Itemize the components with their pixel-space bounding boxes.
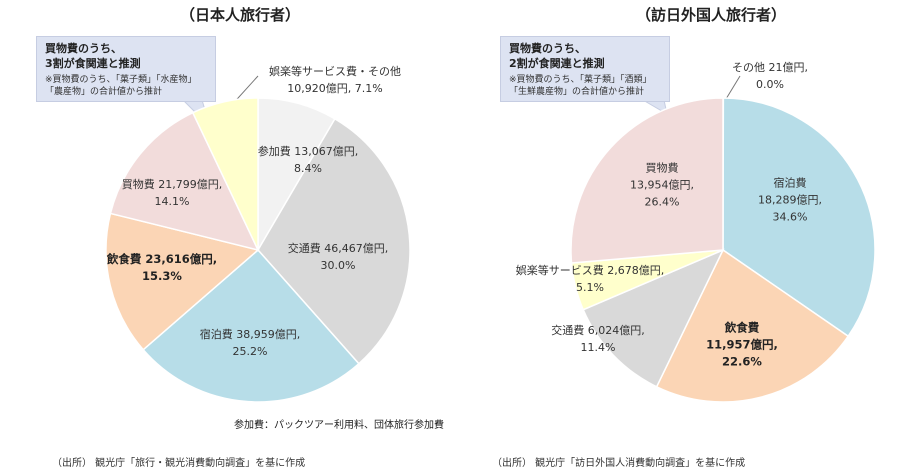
callout-head-line2: 2割が食関連と推測 <box>509 57 605 70</box>
slice-label-entertainment: 娯楽等サービス費 2,678億円, 5.1% <box>515 264 665 294</box>
slice-label-other: その他 21億円, 0.0% <box>732 61 808 91</box>
callout-note-line2: 「生鮮農産物」の合計値から推計 <box>509 87 645 97</box>
chart-title-japanese: （日本人旅行者） <box>180 6 301 24</box>
slice-label-shopping: 買物費 21,799億円, 14.1% <box>121 178 223 208</box>
pie-slice-交通費 <box>582 248 725 388</box>
callout-note-line1: ※買物費のうち、「菓子類」「水産物」 <box>45 75 197 85</box>
pie-slice-飲食費 <box>655 248 850 403</box>
pie-slice-娯楽等サービス費・その他 <box>191 97 259 251</box>
slice-label-shopping: 買物費 13,954億円, 26.4% <box>630 161 694 209</box>
pie-slice-交通費 <box>257 117 411 365</box>
slice-label-food: 飲食費 23,616億円, 15.3% <box>106 252 218 283</box>
callout-head-line2: 3割が食関連と推測 <box>45 57 141 70</box>
callout-foreign: 買物費のうち、 2割が食関連と推測 ※買物費のうち、「菓子類」「酒類」 「生鮮農… <box>500 36 670 102</box>
pie-chart-japanese <box>105 97 411 403</box>
pie-slice-買物費 <box>570 97 724 264</box>
slice-label-transport: 交通費 46,467億円, 30.0% <box>287 242 389 272</box>
callout-japanese: 買物費のうち、 3割が食関連と推測 ※買物費のうち、「菓子類」「水産物」 「農産… <box>36 36 216 102</box>
pie-slice-宿泊費 <box>142 248 360 403</box>
chart-title-foreign: （訪日外国人旅行者） <box>636 6 787 24</box>
pie-slice-買物費 <box>109 111 260 252</box>
slice-label-entertainment: 娯楽等サービス費・その他 10,920億円, 7.1% <box>269 65 401 95</box>
pie-chart-foreign <box>570 97 876 403</box>
slice-label-lodging: 宿泊費 18,289億円, 34.6% <box>758 176 822 224</box>
callout-note-line2: 「農産物」の合計値から推計 <box>45 87 163 97</box>
source-japanese: （出所） 観光庁「旅行・観光消費動向調査」を基に作成 <box>52 458 306 469</box>
pie-slice-宿泊費 <box>722 97 876 338</box>
source-foreign: （出所） 観光庁「訪日外国人消費動向調査」を基に作成 <box>492 458 746 469</box>
leader-line-other-2 <box>725 75 741 100</box>
callout-note-line1: ※買物費のうち、「菓子類」「酒類」 <box>509 75 652 85</box>
participation-fee-note: 参加費：パックツアー利用料、団体旅行参加費 <box>234 420 444 431</box>
callout-head-line1: 買物費のうち、 <box>509 42 586 55</box>
pie-slice-飲食費 <box>105 212 260 351</box>
slice-label-food: 飲食費 11,957億円, 22.6% <box>706 320 778 369</box>
slice-label-transport: 交通費 6,024億円, 11.4% <box>551 324 645 354</box>
slice-label-participation: 参加費 13,067億円, 8.4% <box>257 145 359 175</box>
slice-label-lodging: 宿泊費 38,959億円, 25.2% <box>199 328 301 358</box>
callout-head-line1: 買物費のうち、 <box>45 42 122 55</box>
